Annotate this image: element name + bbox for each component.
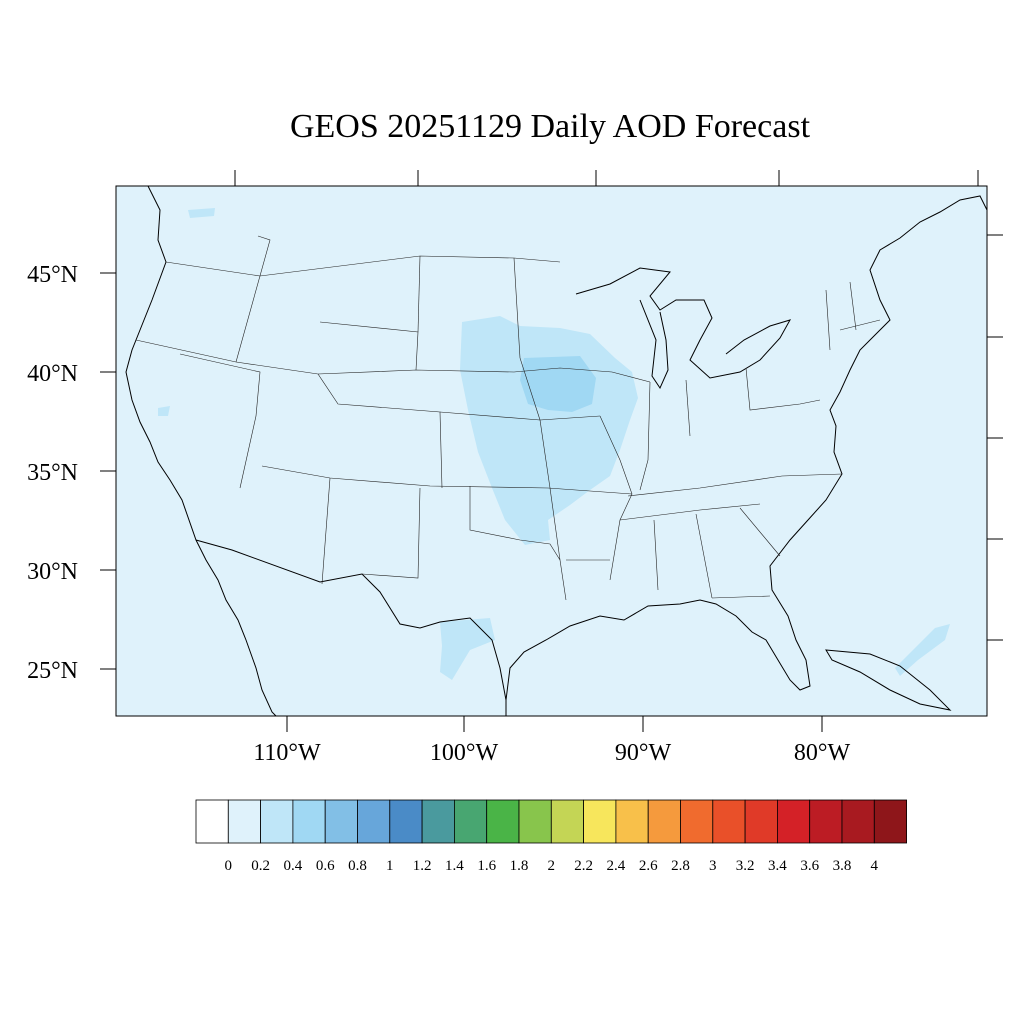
colorbar-swatch (357, 799, 391, 844)
lon-label-80: 80°W (794, 740, 851, 766)
colorbar-tick-label: 3.2 (736, 858, 755, 874)
colorbar-swatch (873, 799, 907, 844)
colorbar-swatch (227, 799, 262, 844)
colorbar-tick-label: 4 (871, 858, 879, 874)
lon-label-110: 110°W (253, 740, 321, 766)
lat-label-25: 25°N (27, 658, 78, 684)
aod-region-iowa (520, 356, 596, 412)
colorbar-swatch (777, 799, 811, 844)
colorbar-swatch (486, 799, 520, 844)
colorbar-tick-label: 3 (709, 858, 717, 874)
lat-label-35: 35°N (27, 460, 78, 486)
colorbar-swatch (195, 799, 229, 844)
colorbar-swatch (389, 799, 423, 844)
colorbar-tick-label: 1.4 (445, 858, 464, 874)
colorbar-tick-label: 1.6 (477, 858, 496, 874)
colorbar-tick-label: 2.6 (639, 858, 658, 874)
lon-label-100: 100°W (430, 740, 499, 766)
colorbar-swatch (421, 799, 455, 844)
colorbar-tick-label: 3.8 (833, 858, 852, 874)
colorbar-labels: 0 0.2 0.4 0.6 0.8 1 1.2 1.4 1.6 1.8 2 2.2 2.4 2.6 2.8 3… (225, 858, 879, 874)
state-boundaries (135, 235, 881, 601)
colorbar-tick-label: 2.2 (574, 858, 593, 874)
aod-region-great-plains (460, 316, 638, 545)
colorbar-tick-label: 1.8 (510, 858, 529, 874)
colorbar-tick-label: 0 (225, 858, 233, 874)
great-lakes (575, 267, 792, 390)
colorbar-swatch (453, 799, 488, 844)
colorbar-swatch (680, 799, 714, 844)
colorbar-swatch (841, 799, 875, 844)
coastline (125, 185, 988, 717)
aod-spot-northwest (188, 208, 215, 218)
aod-spot-california (158, 406, 170, 416)
colorbar-swatch (647, 799, 681, 844)
colorbar-swatch (744, 799, 778, 844)
map-frame (115, 185, 988, 717)
lat-label-40: 40°N (27, 361, 78, 387)
colorbar-swatch (260, 799, 294, 844)
colorbar-tick-label: 1 (386, 858, 394, 874)
colorbar-swatch (583, 799, 617, 844)
aod-region-south-texas (440, 618, 495, 680)
colorbar-tick-label: 0.2 (251, 858, 270, 874)
colorbar-swatch (712, 799, 746, 844)
colorbar-tick-label: 0.4 (284, 858, 303, 874)
colorbar-swatch (292, 799, 326, 844)
colorbar-swatch (324, 799, 358, 844)
colorbar (195, 799, 907, 844)
colorbar-tick-label: 2.8 (671, 858, 690, 874)
lon-label-90: 90°W (615, 740, 672, 766)
aod-region-bahamas (895, 624, 950, 676)
lat-label-30: 30°N (27, 559, 78, 585)
cuba-outline (825, 649, 952, 711)
colorbar-swatch (809, 799, 843, 844)
colorbar-tick-label: 3.6 (800, 858, 819, 874)
colorbar-tick-label: 0.6 (316, 858, 335, 874)
colorbar-swatch (518, 799, 552, 844)
colorbar-tick-label: 1.2 (413, 858, 432, 874)
colorbar-swatch (550, 799, 584, 844)
page-title: GEOS 20251129 Daily AOD Forecast (289, 108, 811, 145)
colorbar-tick-label: 0.8 (348, 858, 367, 874)
aod-shading (158, 208, 950, 680)
axis-ticks (100, 170, 1003, 732)
colorbar-tick-label: 2 (548, 858, 556, 874)
lat-label-45: 45°N (27, 262, 78, 288)
colorbar-tick-label: 2.4 (607, 858, 626, 874)
colorbar-tick-label: 3.4 (768, 858, 787, 874)
colorbar-swatch (615, 799, 649, 844)
